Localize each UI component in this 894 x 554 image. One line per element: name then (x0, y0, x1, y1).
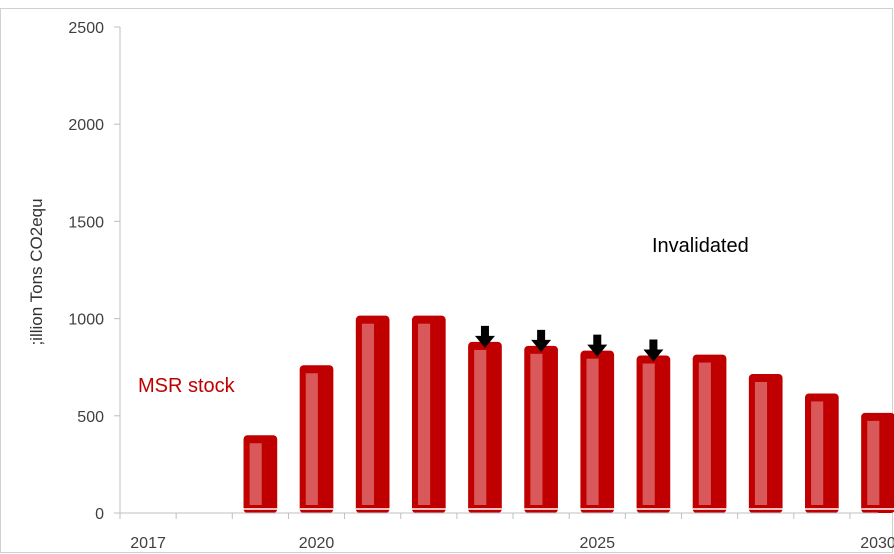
chart-frame (0, 8, 893, 553)
y-axis-label: ;illion Tons CO2equ (27, 198, 46, 345)
x-tick-label: 2017 (130, 535, 166, 552)
bar (805, 393, 839, 513)
bar-inner (754, 382, 768, 505)
bar-inner (811, 401, 824, 505)
bar (299, 365, 334, 513)
bar (692, 354, 727, 513)
y-tick-label: 1500 (68, 214, 104, 231)
y-tick-label: 1000 (68, 312, 104, 329)
down-arrow-icon (643, 339, 664, 362)
bar-inner (418, 323, 431, 505)
y-tick-label: 500 (77, 409, 104, 426)
bar-inner (642, 363, 655, 505)
bar (748, 374, 783, 513)
x-tick-labels: 2017 2020 2025 2030 (130, 535, 894, 552)
arrows-group (474, 325, 664, 362)
bar (580, 350, 615, 513)
bar-inner (867, 420, 880, 505)
bar (243, 435, 278, 513)
down-arrow-icon (474, 325, 495, 348)
msr-stock-label: MSR stock (138, 375, 236, 397)
x-tick-label: 2025 (579, 535, 615, 552)
bar-inner (474, 349, 487, 505)
y-tick-labels: 0 500 1000 1500 2000 2500 (68, 20, 104, 523)
bar (636, 355, 671, 513)
y-tick-label: 2000 (68, 117, 104, 134)
bar-inner (530, 353, 543, 505)
down-arrow-icon (531, 329, 552, 352)
bar (468, 341, 502, 513)
bar-inner (698, 362, 711, 505)
bars-group (243, 315, 894, 513)
invalidated-label: Invalidated (652, 235, 749, 257)
axes-group (114, 26, 878, 519)
bar-inner (305, 373, 318, 505)
bar-inner (249, 443, 262, 505)
bar-inner (586, 358, 599, 505)
bar (355, 315, 390, 513)
x-tick-label: 2020 (299, 535, 335, 552)
y-tick-label: 0 (95, 506, 104, 523)
bar (524, 345, 558, 513)
y-tick-label: 2500 (68, 20, 104, 37)
bar (411, 315, 446, 513)
down-arrow-icon (587, 334, 608, 357)
x-tick-label: 2030 (860, 535, 894, 552)
bar-inner (361, 323, 375, 505)
bar (861, 412, 894, 513)
